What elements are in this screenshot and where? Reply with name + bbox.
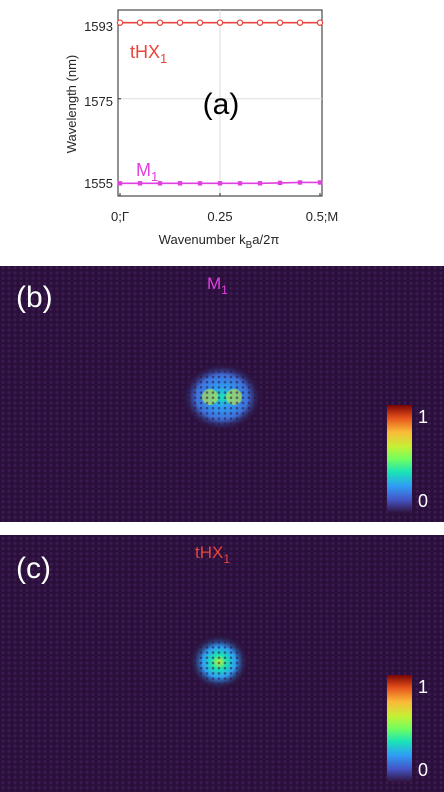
panel-title-thx1: tHX1 xyxy=(195,543,230,566)
data-point-thx1 xyxy=(236,19,244,26)
data-point-m1 xyxy=(177,181,183,186)
field-map-m1: (b) M1 1 0 xyxy=(0,266,444,522)
data-point-thx1 xyxy=(316,19,324,26)
panel-label-a: (a) xyxy=(203,88,240,121)
y-tick-label-1575: 1575 xyxy=(84,94,113,109)
colorbar-b xyxy=(387,405,412,513)
data-point-thx1 xyxy=(256,19,264,26)
colorbar-c-max-label: 1 xyxy=(418,677,428,697)
data-point-m1 xyxy=(277,180,283,186)
colorbar-b-min-label: 0 xyxy=(418,491,428,511)
panel-title-m1: M1 xyxy=(207,274,228,297)
wavelength-chart: 1593 1575 1555 0;Γ 0.25 0.5;M Wavenumber… xyxy=(64,9,339,251)
data-point-thx1 xyxy=(216,19,224,26)
data-point-m1 xyxy=(297,180,303,185)
data-point-thx1 xyxy=(116,19,124,26)
mode-field-holes xyxy=(189,634,249,690)
x-tick-marks xyxy=(119,193,321,196)
data-point-thx1 xyxy=(276,19,284,26)
panel-label-c: (c) xyxy=(16,552,51,585)
annotation-thx1: tHX1 xyxy=(130,42,167,66)
panel-label-b: (b) xyxy=(16,281,53,314)
data-point-thx1 xyxy=(156,19,164,26)
y-tick-label-1593: 1593 xyxy=(84,19,113,34)
series-markers xyxy=(116,19,324,186)
annotation-m1: M1 xyxy=(136,160,158,184)
data-point-m1 xyxy=(197,181,203,186)
data-point-thx1 xyxy=(136,19,144,26)
x-tick-label-05: 0.5;M xyxy=(306,209,339,224)
data-point-m1 xyxy=(117,181,123,186)
field-map-thx1: (c) tHX1 1 0 xyxy=(0,535,444,792)
data-point-m1 xyxy=(317,180,323,185)
data-point-m1 xyxy=(237,181,243,186)
x-axis-label: Wavenumber kBa/2π xyxy=(159,232,280,251)
colorbar-c xyxy=(387,675,412,782)
colorbar-c-min-label: 0 xyxy=(418,760,428,780)
x-tick-label-025: 0.25 xyxy=(207,209,232,224)
data-point-thx1 xyxy=(296,19,304,26)
x-tick-label-0: 0;Γ xyxy=(111,209,129,224)
y-tick-label-1555: 1555 xyxy=(84,176,113,191)
data-point-m1 xyxy=(157,181,163,186)
mode-field-holes xyxy=(182,363,262,431)
y-axis-label: Wavelength (nm) xyxy=(64,55,79,154)
data-point-m1 xyxy=(137,181,143,186)
data-point-thx1 xyxy=(196,19,204,26)
colorbar-b-max-label: 1 xyxy=(418,407,428,427)
data-point-m1 xyxy=(217,181,223,186)
data-point-m1 xyxy=(257,181,263,186)
data-point-thx1 xyxy=(176,19,184,26)
